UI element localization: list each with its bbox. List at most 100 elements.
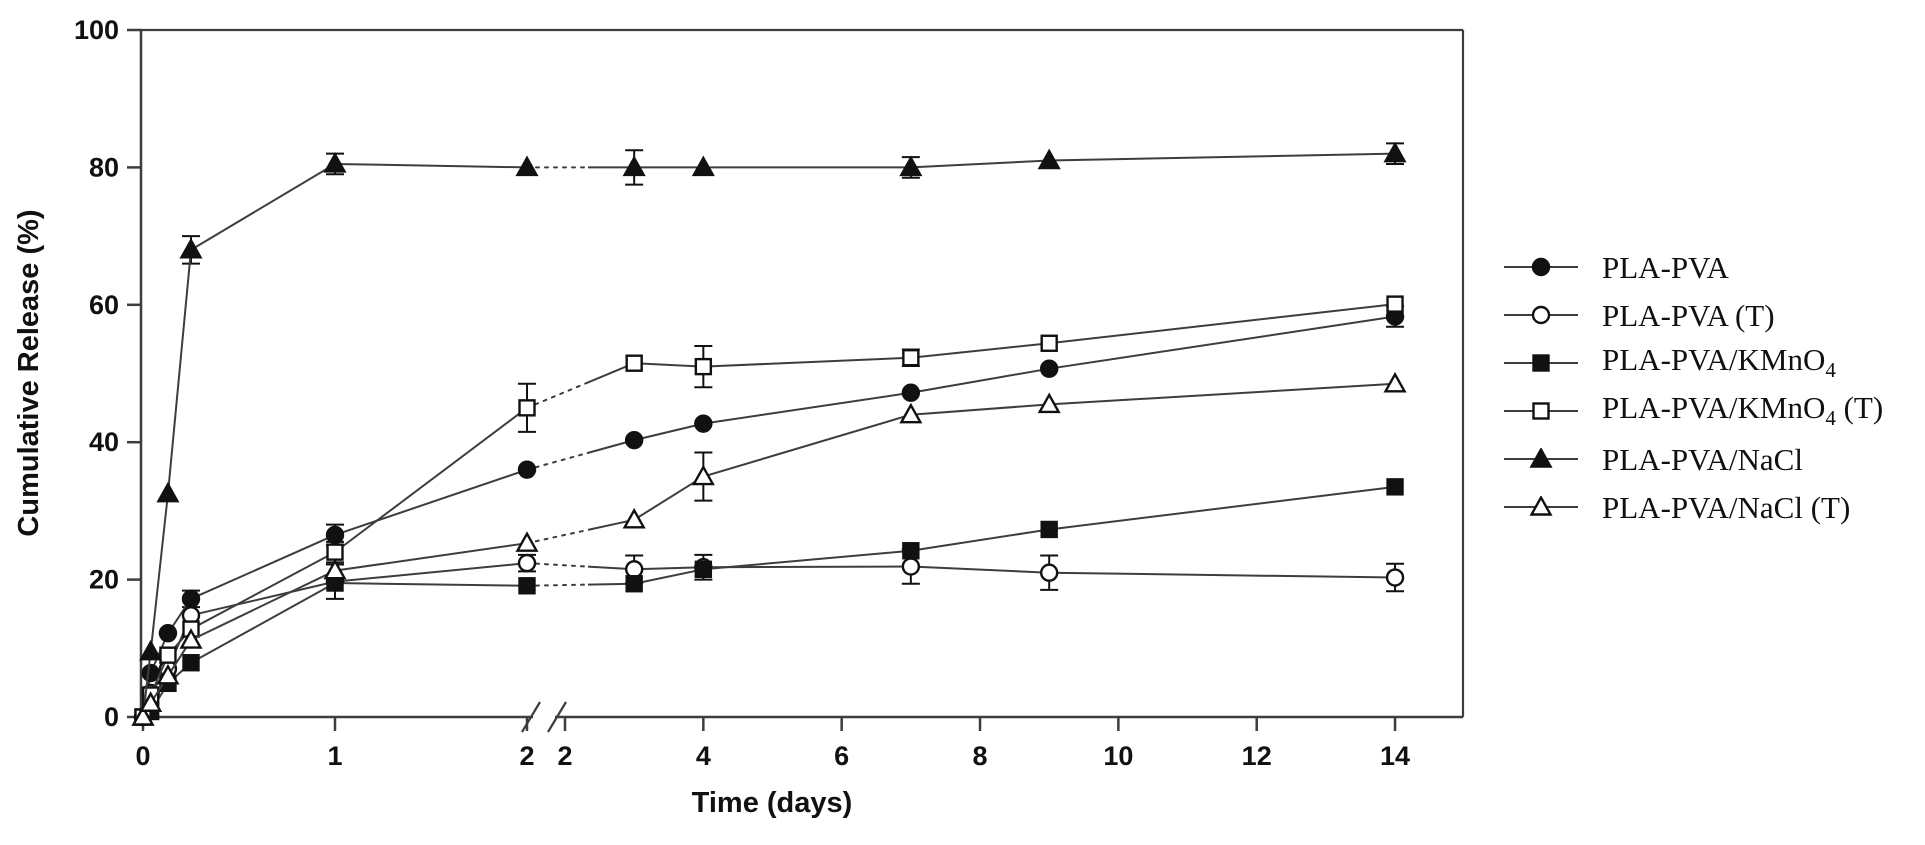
marker-pla-pva-kmno4-t-d2: [518, 399, 536, 417]
series-pla-pva-kmno4-t: [134, 295, 1404, 726]
marker-pla-pva-kmno4-d4: [694, 560, 713, 578]
marker-pla-pva-nacl-d4: [691, 155, 715, 177]
marker-pla-pva-d3: [624, 430, 644, 450]
marker-pla-pva-nacl-t-d7: [899, 402, 923, 424]
marker-pla-pva-kmno4-t-d7: [902, 348, 920, 367]
series-pla-pva: [133, 305, 1405, 727]
marker-pla-pva-d2: [517, 460, 537, 479]
marker-pla-pva-kmno4-d3: [625, 575, 643, 593]
marker-pla-pva-kmno4-d14: [1386, 478, 1404, 496]
marker-pla-pva-kmno4-d7: [902, 542, 920, 560]
legend-marker-pla-pva-kmno4: [1532, 354, 1550, 372]
marker-pla-pva-kmno4-d9: [1040, 520, 1058, 539]
marker-pla-pva-d1: [325, 525, 345, 545]
legend: PLA-PVA PLA-PVA (T) PLA-PVA/KMnO4 PLA-PVA/K…: [1502, 243, 1883, 531]
marker-pla-pva-t-d7: [901, 557, 921, 576]
marker-pla-pva-d4: [694, 414, 713, 433]
legend-label-pla-pva-t: PLA-PVA (T): [1602, 297, 1775, 333]
legend-item-pla-pva-t: PLA-PVA (T): [1502, 291, 1883, 339]
legend-item-pla-pva-nacl-t: PLA-PVA/NaCl (T): [1502, 483, 1883, 531]
marker-pla-pva-nacl-t-d2: [515, 531, 539, 552]
marker-pla-pva-nacl-t-d9: [1037, 392, 1061, 414]
legend-label-pla-pva-kmno4-t: PLA-PVA/KMnO4 (T): [1602, 390, 1884, 431]
square-filled-marker-icon: [1504, 354, 1578, 372]
legend-label-pla-pva-kmno4: PLA-PVA/KMnO4: [1602, 342, 1836, 383]
legend-label-pla-pva-nacl: PLA-PVA/NaCl: [1602, 441, 1803, 477]
x-tick-label-left-1: 1: [327, 741, 342, 771]
marker-pla-pva-d0.04: [141, 663, 160, 683]
x-axis-title: Time (days): [692, 787, 853, 819]
marker-pla-pva-kmno4-d0.25: [182, 654, 200, 672]
marker-pla-pva-d0.13: [158, 623, 178, 643]
marker-pla-pva-nacl-t-d0.25: [179, 628, 203, 649]
legend-item-pla-pva-nacl: PLA-PVA/NaCl: [1502, 435, 1883, 483]
marker-pla-pva-kmno4-t-d0.13: [159, 646, 177, 664]
marker-pla-pva-nacl-t-d4: [691, 464, 715, 486]
marker-pla-pva-d7: [901, 383, 921, 402]
y-tick-label-100: 100: [74, 15, 119, 45]
marker-pla-pva-nacl-t-d1: [323, 558, 347, 580]
circle-open-marker-icon: [1504, 305, 1578, 325]
series-pla-pva-nacl-t: [131, 371, 1407, 726]
marker-pla-pva-kmno4-d2: [518, 577, 536, 595]
marker-pla-pva-d9: [1039, 359, 1059, 378]
bridge-dotted-pla-pva-kmno4-t: [526, 381, 589, 409]
x-tick-label-right-14: 14: [1380, 741, 1410, 771]
marker-pla-pva-nacl-d1: [323, 152, 347, 173]
circle-filled-marker-icon: [1504, 257, 1578, 277]
legend-marker-pla-pva: [1531, 257, 1551, 277]
marker-pla-pva-kmno4-t-d3: [625, 354, 643, 372]
legend-label-pla-pva-nacl-t: PLA-PVA/NaCl (T): [1602, 489, 1851, 525]
axis-break-slash-right: [547, 701, 567, 733]
marker-pla-pva-kmno4-t-d9: [1040, 334, 1058, 352]
legend-item-pla-pva-kmno4: PLA-PVA/KMnO4: [1502, 339, 1883, 387]
axis-break-slash-left: [521, 701, 541, 733]
x-tick-label-left-2: 2: [519, 741, 534, 771]
x-tick-label-right-8: 8: [973, 741, 988, 771]
marker-pla-pva-t-d9: [1039, 563, 1059, 582]
marker-pla-pva-nacl-d0.13: [156, 481, 180, 503]
marker-pla-pva-nacl-d0.25: [179, 237, 203, 259]
marker-pla-pva-nacl-d9: [1037, 148, 1061, 170]
legend-item-pla-pva: PLA-PVA: [1502, 243, 1883, 291]
marker-pla-pva-nacl-d14: [1383, 141, 1407, 163]
legend-marker-pla-pva-nacl-t: [1529, 496, 1553, 516]
x-tick-label-right-12: 12: [1242, 741, 1272, 771]
y-axis-title: Cumulative Release (%): [13, 209, 45, 536]
bridge-dotted-pla-pva-nacl-t: [526, 528, 589, 545]
marker-pla-pva-nacl-d3: [622, 155, 646, 177]
x-tick-label-right-6: 6: [834, 741, 849, 771]
bridge-dotted-pla-pva-kmno4: [526, 583, 589, 587]
marker-pla-pva-kmno4-t-d1: [326, 543, 344, 561]
x-tick-label-right-10: 10: [1103, 741, 1133, 771]
square-open-marker-icon: [1504, 402, 1578, 420]
triangle-open-marker-icon: [1504, 496, 1578, 516]
legend-item-pla-pva-kmno4-t: PLA-PVA/KMnO4 (T): [1502, 387, 1883, 435]
legend-marker-pla-pva-nacl: [1529, 448, 1553, 468]
marker-pla-pva-nacl-t-d3: [622, 507, 646, 529]
marker-pla-pva-nacl-d2: [515, 155, 539, 177]
marker-pla-pva-t-d14: [1385, 568, 1405, 587]
legend-marker-pla-pva-kmno4-t: [1532, 402, 1550, 420]
marker-pla-pva-kmno4-t-d4: [694, 357, 713, 376]
x-tick-label-right-4: 4: [696, 741, 711, 771]
marker-pla-pva-nacl-t-d0.04: [139, 691, 163, 712]
y-tick-label-40: 40: [89, 427, 119, 457]
bridge-dotted-pla-pva-t: [526, 562, 589, 568]
x-tick-label-left-0: 0: [135, 741, 150, 771]
y-tick-label-80: 80: [89, 152, 119, 182]
marker-pla-pva-nacl-t-d0.13: [156, 663, 180, 685]
x-tick-label-right-2: 2: [557, 741, 572, 771]
legend-label-pla-pva: PLA-PVA: [1602, 249, 1729, 285]
triangle-filled-marker-icon: [1504, 448, 1578, 468]
marker-pla-pva-nacl-d0.04: [139, 639, 163, 661]
marker-pla-pva-kmno4-t-d14: [1386, 295, 1404, 313]
marker-pla-pva-nacl-t-d14: [1383, 371, 1407, 393]
y-tick-label-0: 0: [104, 702, 119, 732]
bridge-dotted-pla-pva: [526, 451, 589, 471]
marker-pla-pva-t-d2: [517, 553, 537, 573]
y-tick-label-20: 20: [89, 565, 119, 595]
